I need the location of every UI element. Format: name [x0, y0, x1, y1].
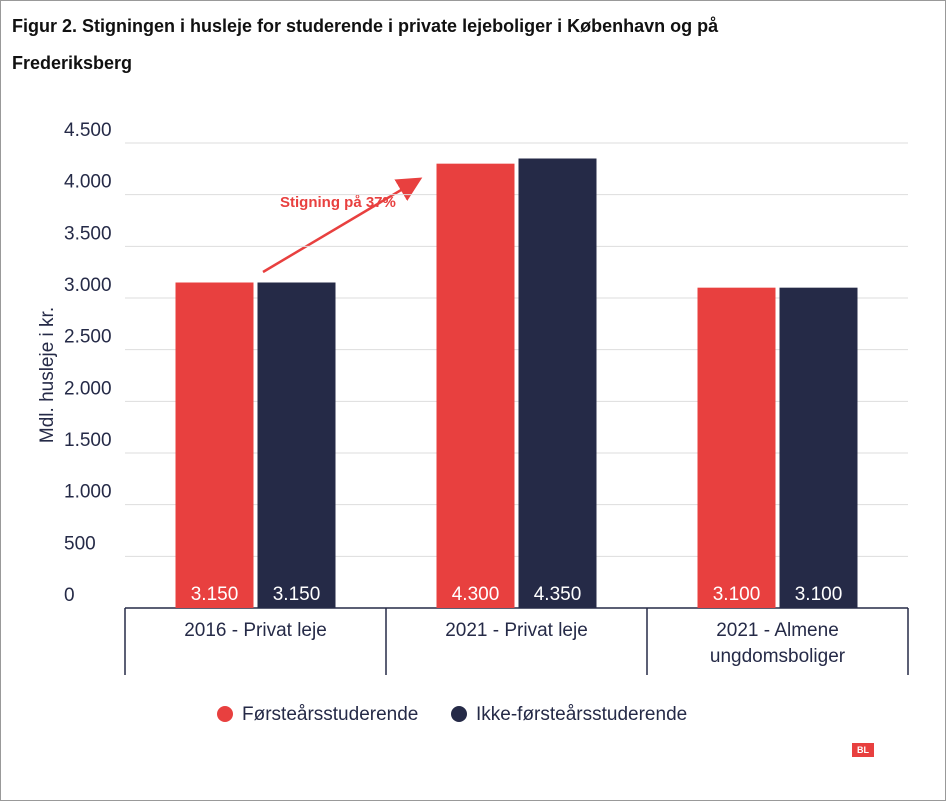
x-tick-label: 2021 - Privat leje: [445, 620, 588, 641]
bar: [175, 282, 254, 608]
bar: [436, 163, 515, 608]
y-tick-label: 2.000: [64, 378, 112, 399]
value-label: 4.350: [534, 584, 582, 605]
value-label: 3.150: [273, 584, 321, 605]
bar: [518, 158, 597, 608]
bar: [779, 287, 858, 608]
value-label: 4.300: [452, 584, 500, 605]
x-tick-label: 2016 - Privat leje: [184, 620, 327, 641]
y-tick-label: 2.500: [64, 327, 112, 348]
value-label: 3.100: [795, 584, 843, 605]
y-axis-label: Mdl. husleje i kr.: [37, 307, 58, 443]
value-label: 3.100: [713, 584, 761, 605]
annotation: Stigning på 37%: [280, 194, 396, 211]
y-tick-label: 500: [64, 533, 96, 554]
y-tick-label: 0: [64, 585, 75, 606]
annotation-arrow: [262, 177, 423, 274]
logo: BL: [857, 745, 869, 755]
y-tick-label: 1.000: [64, 482, 112, 503]
x-tick-label: 2021 - Almene ungdomsboliger: [709, 620, 846, 667]
value-label: 3.150: [191, 584, 239, 605]
legend-label: Førsteårsstuderende: [242, 704, 418, 725]
bar: [697, 287, 776, 608]
legend-swatch: [217, 706, 233, 722]
y-tick-label: 4.500: [64, 120, 112, 141]
y-tick-label: 3.500: [64, 223, 112, 244]
legend-swatch: [451, 706, 467, 722]
legend-label: Ikke-førsteårsstuderende: [476, 704, 687, 725]
logo-box: [852, 743, 874, 757]
y-tick-label: 4.000: [64, 172, 112, 193]
bar: [257, 282, 336, 608]
y-tick-label: 3.000: [64, 275, 112, 296]
chart-title: Figur 2. Stigningen i husleje for studer…: [12, 16, 719, 73]
y-tick-label: 1.500: [64, 430, 112, 451]
